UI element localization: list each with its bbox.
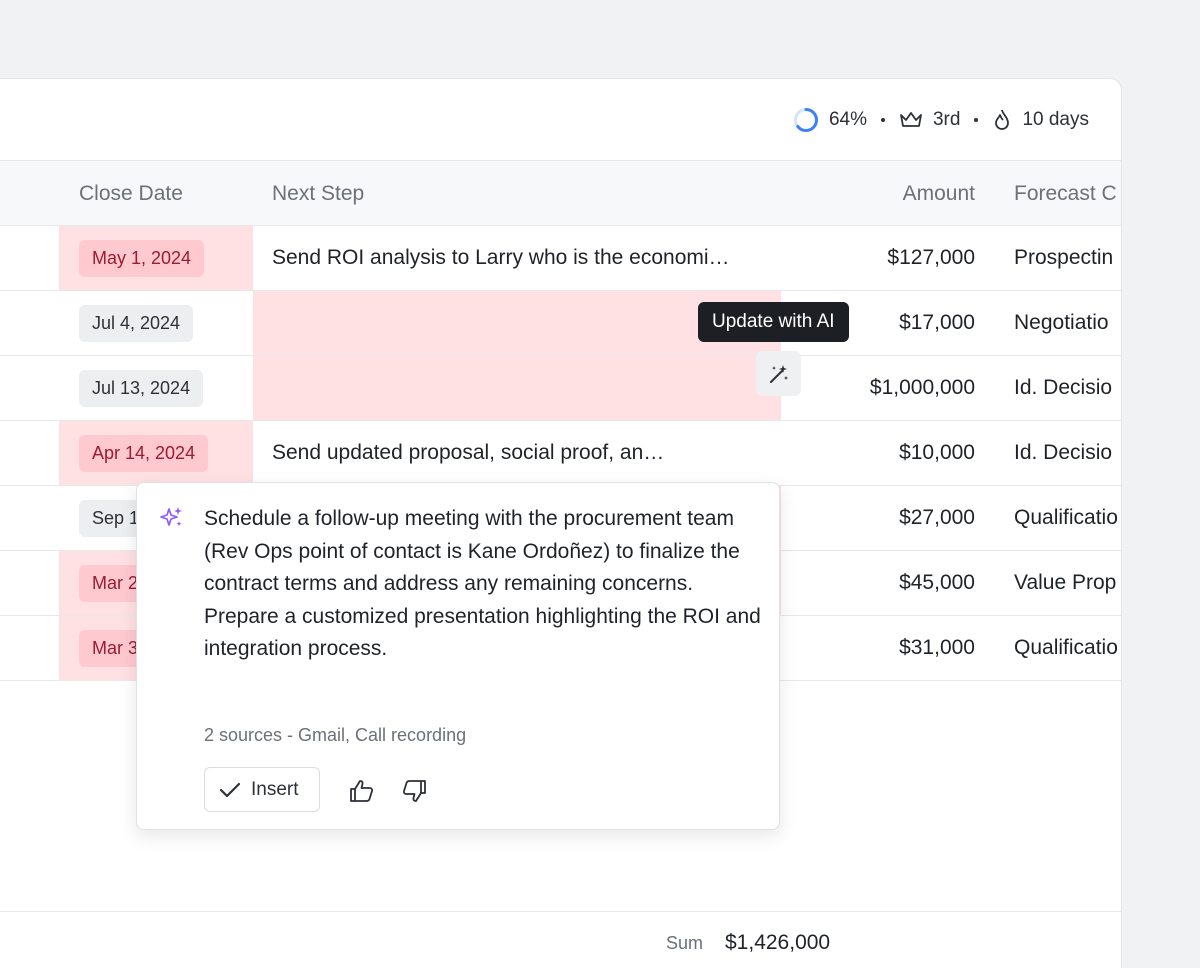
next-step-text: Send updated proposal, social proof, an… [272,441,665,464]
column-header-forecast[interactable]: Forecast C [1014,181,1117,205]
close-date-badge: Jul 4, 2024 [79,304,194,342]
update-with-ai-tooltip: Update with AI [698,302,849,342]
next-step-text: Send ROI analysis to Larry who is the ec… [272,246,730,269]
close-date-badge: Apr 14, 2024 [79,434,209,472]
sum-label: Sum [666,932,704,953]
amount-cell[interactable]: $31,000 [899,636,975,659]
magic-wand-icon [767,362,791,386]
separator-dot [974,118,979,122]
table-row[interactable]: May 1, 2024 Send ROI analysis to Larry wh… [0,226,1121,291]
table-row[interactable]: Jul 4, 2024 $17,000 Negotiatio [0,291,1121,356]
close-date-cell[interactable]: Jul 13, 2024 [59,356,253,420]
rank-metric: 3rd [899,109,960,131]
column-header-close-date[interactable]: Close Date [79,181,183,205]
close-date-badge: May 1, 2024 [79,239,205,277]
close-date-badge: Jul 13, 2024 [79,369,204,407]
forecast-cell[interactable]: Prospectin [1014,246,1114,269]
forecast-cell[interactable]: Negotiatio [1014,311,1109,334]
close-date-cell[interactable]: May 1, 2024 [59,226,253,290]
close-date-cell[interactable]: Jul 4, 2024 [59,291,253,355]
rank-value: 3rd [932,109,961,130]
amount-cell[interactable]: $17,000 [899,311,975,334]
insert-label: Insert [251,778,299,800]
amount-cell[interactable]: $27,000 [899,506,975,529]
amount-cell[interactable]: $10,000 [899,441,975,464]
thumbs-up-icon[interactable] [349,779,375,803]
forecast-cell[interactable]: Qualificatio [1014,636,1118,659]
forecast-cell[interactable]: Qualificatio [1014,506,1118,529]
progress-value: 64% [828,109,867,130]
ai-suggestion-popover: Schedule a follow-up meeting with the pr… [136,482,780,830]
ai-suggestion-text: Schedule a follow-up meeting with the pr… [204,507,761,660]
amount-cell[interactable]: $45,000 [899,571,975,594]
amount-cell[interactable]: $1,000,000 [869,376,975,399]
forecast-cell[interactable]: Id. Decisio [1014,441,1113,464]
crown-icon [899,110,923,130]
column-header-amount[interactable]: Amount [902,181,975,205]
table-footer: Sum $1,426,000 [0,911,1121,968]
column-header-next-step[interactable]: Next Step [272,181,365,205]
table-header: re Close Date Next Step Amount Forecast … [0,161,1121,226]
progress-ring-icon [793,107,819,133]
insert-button[interactable]: Insert [204,767,320,812]
close-date-cell[interactable]: Apr 14, 2024 [59,421,253,485]
check-icon [219,781,241,799]
forecast-cell[interactable]: Id. Decisio [1014,376,1113,399]
streak-value: 10 days [1022,109,1089,130]
sparkle-icon [159,505,185,531]
flame-icon [992,108,1012,132]
next-step-cell[interactable]: Send ROI analysis to Larry who is the ec… [253,226,781,290]
top-bar: 64% 3rd 10 days [0,79,1121,161]
next-step-cell[interactable]: Send updated proposal, social proof, an… [253,421,781,485]
amount-cell[interactable]: $127,000 [887,246,975,269]
table-row[interactable]: Jul 13, 2024 $1,000,000 Id. Decisio [0,356,1121,421]
ai-sources: 2 sources - Gmail, Call recording [204,725,467,745]
forecast-cell[interactable]: Value Prop [1014,571,1117,594]
next-step-cell[interactable] [253,291,781,355]
progress-metric: 64% [793,107,867,133]
next-step-cell[interactable] [253,356,781,420]
separator-dot [880,118,885,122]
thumbs-down-icon[interactable] [401,779,427,803]
sum-value: $1,426,000 [725,931,831,954]
metrics-bar: 64% 3rd 10 days [793,79,1089,161]
table-row[interactable]: Apr 14, 2024 Send updated proposal, socia… [0,421,1121,486]
update-with-ai-button[interactable] [756,351,801,396]
streak-metric: 10 days [992,108,1089,132]
